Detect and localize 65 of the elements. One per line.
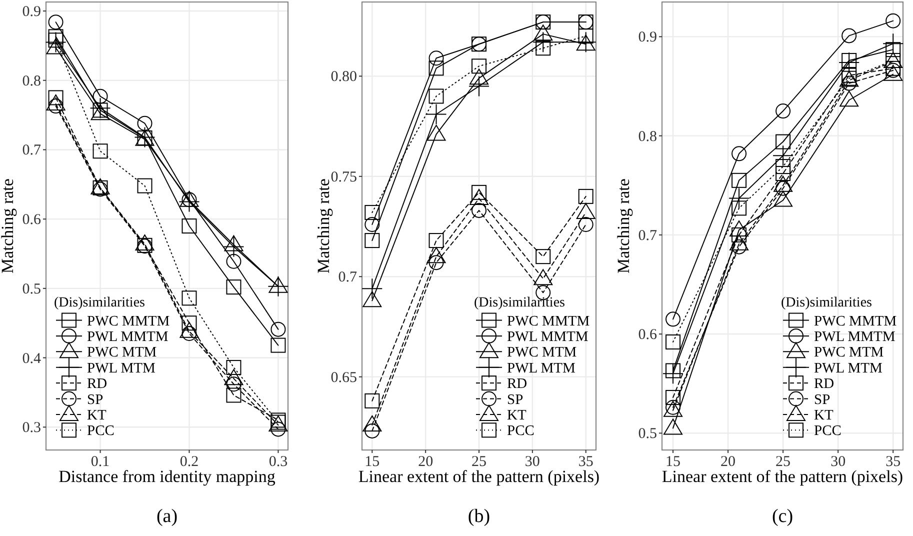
y-tick-label: 0.7 — [638, 228, 658, 244]
legend-label: KT — [507, 407, 526, 424]
y-tick-label: 0.6 — [22, 212, 42, 228]
x-tick-label: 15 — [666, 454, 681, 470]
y-tick-label: 0.7 — [22, 142, 42, 159]
y-tick-label: 0.4 — [22, 350, 42, 367]
y-axis-title: Matching rate — [0, 178, 17, 274]
y-tick-label: 0.7 — [338, 270, 358, 286]
legend-label: RD — [814, 376, 834, 392]
legend-label: PWC MMTM — [507, 313, 590, 330]
legend-label: PWL MTM — [507, 360, 576, 376]
x-tick-label: 25 — [776, 454, 791, 470]
legend-label: PWL MMTM — [507, 328, 588, 345]
legend-title: (Dis)similarities — [54, 295, 145, 310]
x-tick-label: 0.3 — [268, 454, 288, 470]
y-tick-label: 0.8 — [22, 73, 41, 90]
legend-label: SP — [507, 392, 524, 408]
legend-title: (Dis)similarities — [781, 295, 872, 310]
x-tick-label: 20 — [418, 454, 434, 470]
legend-title: (Dis)similarities — [474, 295, 565, 310]
text: (c) — [772, 506, 794, 527]
y-tick-label: 0.80 — [330, 69, 357, 86]
y-tick-label: 0.9 — [22, 4, 41, 20]
legend-label: SP — [87, 392, 104, 408]
y-axis-title: Matching rate — [314, 178, 333, 274]
x-axis-title: Linear extent of the pattern (pixels) — [358, 467, 600, 486]
y-tick-label: 0.9 — [638, 30, 657, 46]
legend-label: SP — [814, 392, 830, 408]
y-tick-label: 0.5 — [22, 281, 41, 298]
legend-label: PCC — [814, 423, 842, 440]
legend-label: KT — [87, 407, 106, 424]
legend-label: RD — [87, 376, 108, 392]
x-tick-label: 30 — [524, 454, 540, 470]
legend-label: RD — [507, 376, 528, 392]
x-axis-title: Distance from identity mapping — [58, 467, 276, 486]
legend-label: PCC — [87, 423, 114, 440]
x-tick-label: 30 — [830, 454, 846, 470]
x-tick-label: 35 — [578, 454, 594, 470]
legend-label: PWC MMTM — [814, 313, 897, 330]
x-tick-label: 15 — [364, 454, 380, 470]
x-axis-title: Linear extent of the pattern (pixels) — [662, 467, 904, 486]
x-tick-label: 20 — [720, 454, 736, 470]
legend-label: PWL MTM — [814, 360, 882, 376]
y-axis-title: Matching rate — [614, 178, 633, 274]
x-tick-label: 0.1 — [90, 454, 110, 470]
legend-label: KT — [814, 407, 834, 424]
text: (b) — [468, 506, 490, 527]
y-tick-label: 0.65 — [330, 370, 357, 386]
legend-label: PWC MMTM — [87, 313, 170, 330]
text: (a) — [156, 506, 178, 527]
legend-label: PCC — [507, 423, 534, 440]
y-tick-label: 0.3 — [22, 420, 41, 436]
legend-label: PWL MMTM — [814, 328, 896, 345]
x-tick-label: 35 — [886, 454, 901, 470]
y-tick-label: 0.8 — [638, 128, 657, 145]
y-tick-label: 0.6 — [638, 327, 658, 344]
legend-label: PWC MTM — [507, 344, 577, 361]
legend-label: PWL MTM — [87, 360, 156, 376]
y-tick-label: 0.5 — [638, 426, 657, 442]
legend-label: PWC MTM — [87, 344, 157, 361]
x-tick-label: 0.2 — [180, 454, 199, 470]
y-tick-label: 0.75 — [330, 169, 357, 186]
x-tick-label: 25 — [472, 454, 486, 470]
legend-label: PWL MMTM — [87, 328, 168, 345]
legend-label: PWC MTM — [814, 344, 884, 361]
